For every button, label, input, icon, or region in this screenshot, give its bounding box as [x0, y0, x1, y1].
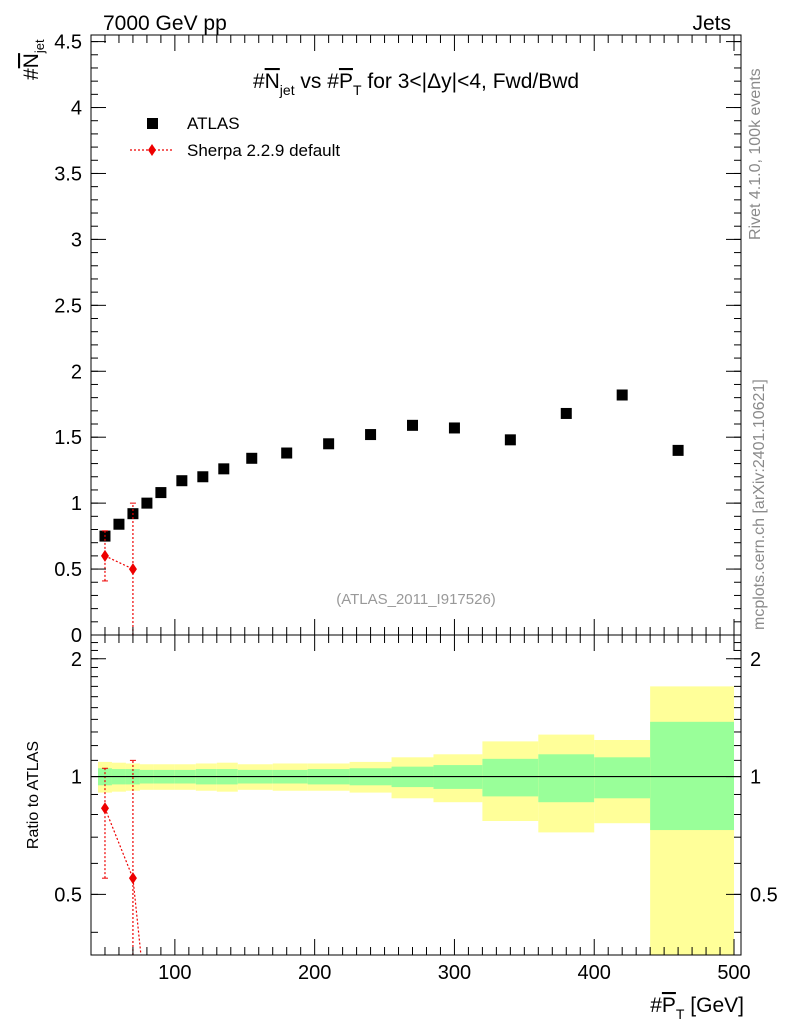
atlas-point: [155, 487, 167, 499]
legend-sherpa-label: Sherpa 2.2.9 default: [187, 141, 340, 160]
sherpa-ratio-line: [104, 808, 142, 956]
ratio-y-tick-label-right: 2: [750, 649, 761, 671]
main-y-tick-label: 0: [71, 625, 82, 647]
ratio-x-tick-label: 400: [578, 962, 611, 984]
atlas-point: [246, 452, 258, 464]
atlas-point: [616, 389, 628, 401]
legend-atlas-marker: [147, 118, 158, 129]
atlas-point: [672, 444, 684, 456]
ratio-bands: [97, 686, 735, 955]
main-y-axis: 0 0.5 1 1.5 2 2.5 3 3.5 4 4.5: [54, 32, 741, 647]
y-axis-label: #Njet: [20, 39, 47, 80]
ratio-y-tick-label: 2: [71, 649, 82, 671]
atlas-point: [407, 419, 419, 431]
ratio-inner-band: [482, 758, 539, 797]
atlas-point: [197, 471, 209, 483]
main-plot: 0 0.5 1 1.5 2 2.5 3 3.5 4 4.5 #Njet vs #PT for 3<…: [20, 32, 742, 647]
atlas-point: [323, 438, 335, 450]
ratio-inner-band: [594, 757, 651, 799]
main-y-tick-label: 1.5: [54, 427, 82, 449]
legend-sherpa-marker: [148, 144, 156, 156]
ratio-y-tick-label-right: 1: [750, 767, 761, 789]
x-axis-label: #PT [GeV]: [650, 994, 744, 1022]
main-y-tick-label: 4: [71, 98, 82, 120]
main-y-tick-label: 1: [71, 493, 82, 515]
main-y-tick-label: 2.5: [54, 295, 82, 317]
atlas-point: [141, 497, 153, 509]
mcplots-label: mcplots.cern.ch [arXiv:2401.10621]: [751, 379, 768, 630]
main-y-tick-label: 4.5: [54, 32, 82, 54]
ratio-frame: [90, 634, 742, 956]
ratio-x-tick-label: 100: [158, 962, 191, 984]
sherpa-point: [100, 549, 109, 562]
rivet-label: Rivet 4.1.0, 100k events: [747, 68, 764, 240]
ratio-x-tick-label: 300: [438, 962, 471, 984]
atlas-point: [365, 429, 377, 441]
main-y-tick-label: 2: [71, 361, 82, 383]
atlas-point: [560, 407, 572, 419]
ratio-y-tick-label: 0.5: [54, 884, 82, 906]
atlas-point: [504, 434, 516, 446]
legend: ATLAS Sherpa 2.2.9 default: [130, 114, 340, 160]
sherpa-ratio-point: [100, 802, 109, 815]
ratio-x-axis: 100 200 300 400 500: [104, 635, 751, 984]
ratio-y-label: Ratio to ATLAS: [25, 741, 42, 849]
ratio-y-tick-label-right: 0.5: [750, 884, 778, 906]
main-y-tick-label: 3.5: [54, 163, 82, 185]
ratio-marks: [100, 759, 142, 956]
atlas-point: [448, 422, 460, 434]
sherpa-ratio-point: [128, 872, 137, 885]
main-x-ticks: [104, 35, 735, 635]
plot-title: #Njet vs #PT for 3<|Δy|<4, Fwd/Bwd: [253, 70, 579, 98]
ratio-plot: 0.5 0.5 1 1 2 2 100 200 300 400 500 Ratio to ATLA…: [25, 634, 778, 1022]
main-y-tick-label: 0.5: [54, 559, 82, 581]
legend-atlas-label: ATLAS: [187, 114, 240, 133]
main-y-tick-label: 3: [71, 229, 82, 251]
analysis-id: (ATLAS_2011_I917526): [336, 591, 496, 608]
sherpa-point: [128, 563, 137, 576]
ratio-inner-band: [538, 754, 595, 803]
ratio-y-axis: 0.5 0.5 1 1 2 2: [54, 634, 778, 933]
ratio-x-tick-label: 200: [298, 962, 331, 984]
atlas-point: [281, 447, 293, 459]
header-right: Jets: [692, 12, 731, 35]
atlas-point: [218, 463, 230, 475]
sherpa-line: [104, 555, 134, 570]
ratio-y-tick-label: 1: [71, 767, 82, 789]
ratio-x-tick-label: 500: [717, 962, 750, 984]
atlas-point: [176, 475, 188, 487]
atlas-point: [113, 518, 125, 530]
header-left: 7000 GeV pp: [103, 12, 227, 35]
ratio-inner-band: [650, 721, 735, 831]
